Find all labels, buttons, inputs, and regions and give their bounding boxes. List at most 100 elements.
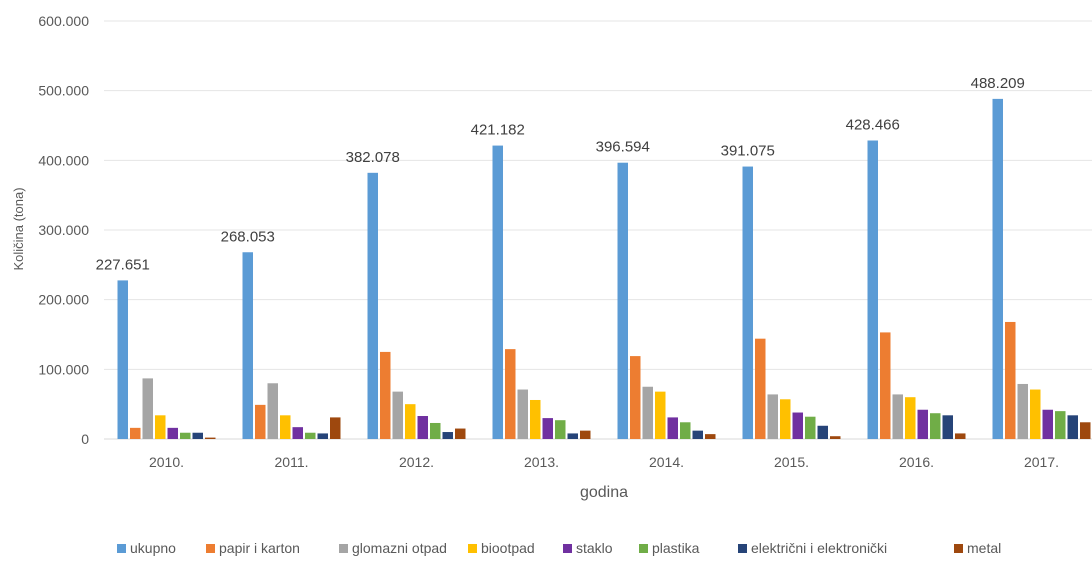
bar-0-5: [742, 166, 753, 439]
legend-swatch: [206, 544, 215, 553]
x-tick-label: 2015.: [774, 454, 809, 470]
bar-1-5: [755, 338, 766, 439]
bar-1-3: [505, 349, 516, 439]
legend-swatch: [738, 544, 747, 553]
y-tick-label: 500.000: [38, 83, 89, 99]
x-tick-label: 2010.: [149, 454, 184, 470]
legend-swatch: [339, 544, 348, 553]
x-tick-label: 2011.: [275, 454, 309, 470]
x-tick-label: 2014.: [649, 454, 684, 470]
bar-1-2: [380, 351, 391, 439]
data-label: 268.053: [221, 228, 275, 245]
bar-7-5: [830, 436, 841, 439]
bar-4-5: [792, 412, 803, 439]
bar-0-2: [367, 172, 378, 439]
bar-5-0: [180, 432, 191, 439]
bar-7-4: [705, 434, 716, 439]
legend-label: metal: [967, 540, 1001, 556]
x-tick-label: 2016.: [899, 454, 934, 470]
bar-7-3: [580, 430, 591, 439]
bars: [117, 98, 1091, 439]
legend-label: biootpad: [481, 540, 535, 556]
bar-4-0: [167, 427, 178, 439]
bar-6-2: [442, 432, 453, 439]
gridlines: [104, 20, 1092, 440]
bar-6-5: [817, 425, 828, 439]
bar-2-1: [267, 383, 278, 439]
bar-0-0: [117, 280, 128, 439]
data-label: 227.651: [96, 256, 150, 273]
y-tick-label: 400.000: [38, 152, 89, 168]
y-tick-label: 100.000: [38, 361, 89, 377]
bar-1-4: [630, 356, 641, 439]
data-label: 382.078: [346, 149, 400, 166]
bar-1-6: [880, 332, 891, 439]
x-tick-label: 2017.: [1024, 454, 1059, 470]
bar-3-2: [405, 404, 416, 439]
y-tick-label: 300.000: [38, 222, 89, 238]
y-tick-label: 0: [81, 431, 89, 447]
x-axis-label: godina: [580, 484, 628, 501]
bar-2-5: [767, 394, 778, 439]
bar-4-6: [917, 409, 928, 439]
bar-4-1: [292, 427, 303, 439]
bar-4-4: [667, 417, 678, 439]
bar-5-4: [680, 422, 691, 439]
bar-3-5: [780, 399, 791, 439]
legend-label: staklo: [576, 540, 613, 556]
data-label: 421.182: [471, 122, 525, 139]
bar-7-6: [955, 433, 966, 439]
data-label: 488.209: [971, 75, 1025, 92]
bar-7-0: [205, 437, 216, 439]
bar-2-2: [392, 391, 403, 439]
legend-label: plastika: [652, 540, 700, 556]
legend-label: glomazni otpad: [352, 540, 447, 556]
bar-1-7: [1005, 321, 1016, 439]
legend-swatch: [117, 544, 126, 553]
bar-1-1: [255, 404, 266, 439]
data-label: 396.594: [596, 139, 650, 156]
bar-5-2: [430, 422, 441, 439]
bar-7-1: [330, 417, 341, 439]
bar-7-7: [1080, 422, 1091, 439]
bar-7-2: [455, 428, 466, 439]
bar-6-7: [1067, 415, 1078, 439]
data-labels: 227.651 268.053 382.078 421.182 396.594 391.0…: [96, 75, 1025, 274]
y-tick-label: 600.000: [38, 13, 89, 29]
legend-label: papir i karton: [219, 540, 300, 556]
x-tick-label: 2013.: [524, 454, 559, 470]
x-tick-label: 2012.: [399, 454, 434, 470]
bar-2-3: [517, 389, 528, 439]
bar-3-3: [530, 399, 541, 439]
legend-label: električni i elektronički: [751, 540, 887, 556]
bar-6-0: [192, 432, 203, 439]
bar-2-7: [1017, 383, 1028, 439]
bar-3-4: [655, 391, 666, 439]
bar-4-3: [542, 418, 553, 439]
bar-6-3: [567, 433, 578, 439]
legend-label: ukupno: [130, 540, 176, 556]
bar-3-6: [905, 397, 916, 439]
bar-0-7: [992, 98, 1003, 439]
bar-0-1: [242, 252, 253, 439]
bar-6-4: [692, 430, 703, 439]
bar-3-1: [280, 415, 291, 439]
bar-5-5: [805, 416, 816, 439]
bar-0-6: [867, 140, 878, 439]
bar-2-6: [892, 394, 903, 439]
bar-5-6: [930, 413, 941, 439]
y-axis-label: Količina (tona): [11, 187, 26, 270]
bar-5-7: [1055, 411, 1066, 439]
bar-0-4: [617, 162, 628, 439]
bar-5-1: [305, 432, 316, 439]
data-label: 428.466: [846, 117, 900, 134]
bar-4-7: [1042, 409, 1053, 439]
bar-0-3: [492, 145, 503, 439]
data-label: 391.075: [721, 143, 775, 160]
bar-2-0: [142, 378, 153, 439]
legend-swatch: [468, 544, 477, 553]
bar-4-2: [417, 416, 428, 439]
bar-2-4: [642, 386, 653, 439]
